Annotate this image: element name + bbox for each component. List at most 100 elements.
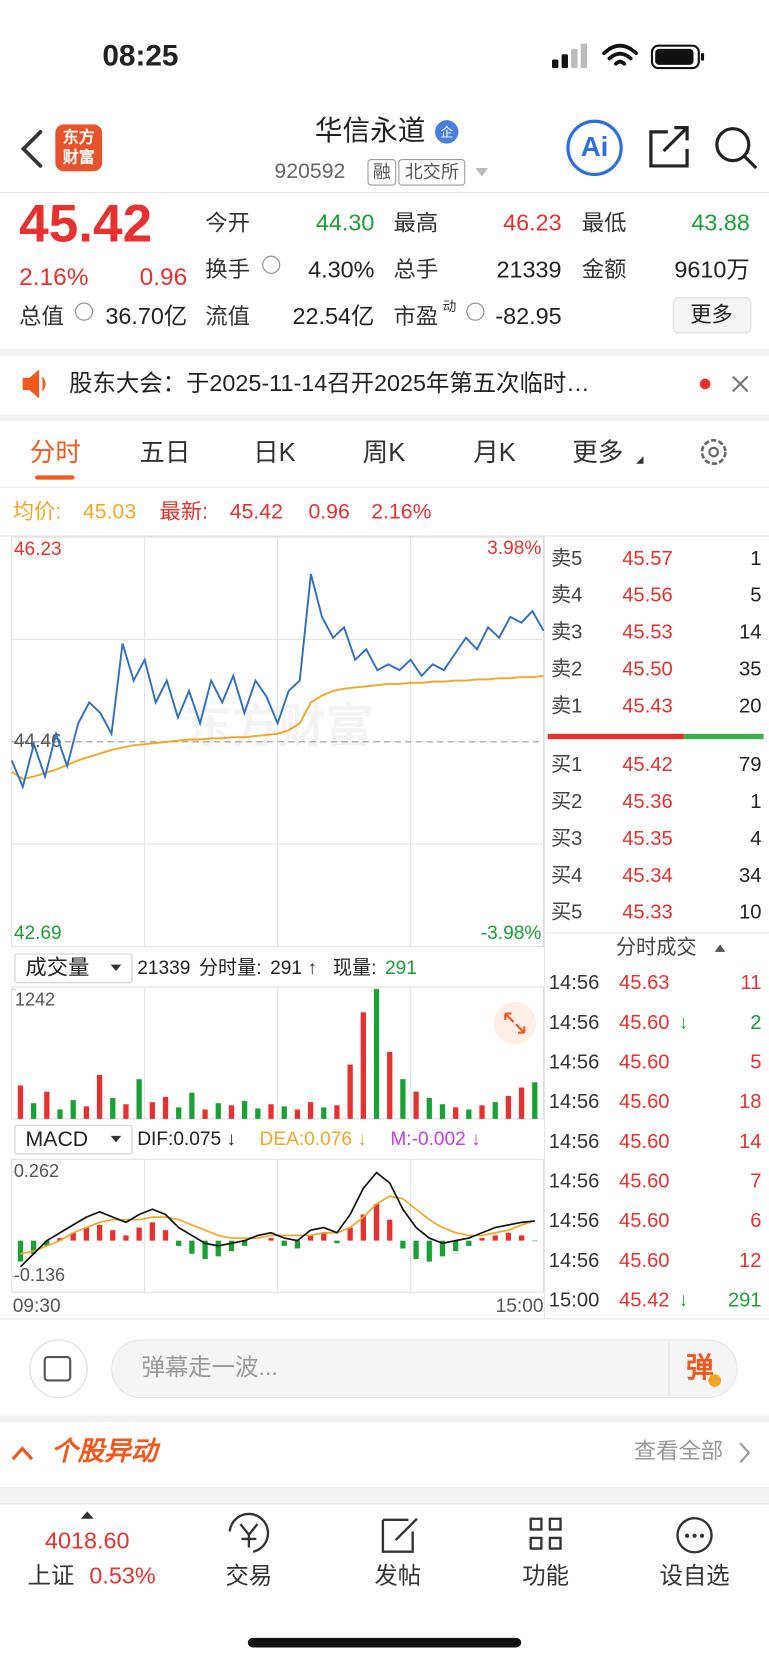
signal-bar	[580, 43, 588, 69]
macd-bar	[70, 1232, 76, 1241]
order-volume: 14	[739, 622, 761, 644]
volume-label: 现量:	[333, 958, 377, 979]
volume-bar	[83, 1106, 90, 1119]
placeholder[interactable]: 弹幕走一波...	[141, 1354, 277, 1380]
nav-label[interactable]: 功能	[522, 1562, 569, 1588]
trade-time: 14:56	[549, 1250, 600, 1272]
settings-button[interactable]	[700, 438, 727, 466]
nav-label[interactable]: 发帖	[374, 1562, 421, 1588]
macd-bar	[400, 1240, 406, 1249]
collapse-arrow[interactable]	[11, 1446, 34, 1461]
field-sup: 动	[442, 298, 456, 314]
more-text[interactable]: 更多	[690, 303, 733, 327]
volume-bar	[321, 1107, 327, 1119]
macd-bar	[387, 1219, 393, 1241]
danmaku-toggle[interactable]	[29, 1339, 88, 1399]
volume-bar	[466, 1109, 472, 1119]
tab[interactable]: 月K	[473, 439, 516, 467]
x-tick-label: 15:00	[496, 1296, 544, 1317]
macd-bar	[44, 1240, 50, 1246]
field-label: 流值	[205, 304, 250, 329]
nav-icon[interactable]	[228, 1512, 270, 1553]
tab[interactable]: 日K	[253, 439, 296, 467]
volume-bar	[17, 1085, 24, 1119]
volume-bar	[70, 1100, 76, 1119]
volume-bar	[505, 1095, 512, 1119]
macd-bar	[176, 1240, 182, 1246]
volume-bar	[149, 1102, 155, 1119]
trade-price: 45.63	[619, 972, 670, 994]
order-volume: 79	[739, 754, 761, 776]
tab[interactable]: 五日	[139, 439, 190, 467]
tag	[367, 159, 397, 186]
comment-input[interactable]	[111, 1339, 738, 1399]
nav-label[interactable]: 设自选	[659, 1562, 729, 1588]
trade-arrow: ↓	[679, 1290, 689, 1311]
trade-volume: 2	[750, 1012, 761, 1034]
volume-bar	[228, 1105, 235, 1119]
macd-bar	[228, 1240, 235, 1252]
macd-bar	[307, 1235, 314, 1241]
trade-volume: 18	[739, 1091, 761, 1113]
notice-text[interactable]: 股东大会：于2025-11-14召开2025年第五次临时…	[69, 370, 589, 396]
order-volume: 1	[750, 791, 761, 813]
clock: 08:25	[102, 39, 178, 72]
price: 45.42	[19, 195, 152, 254]
more-button[interactable]	[672, 297, 752, 334]
tab[interactable]: 分时	[30, 439, 81, 467]
order-label: 卖5	[551, 547, 582, 570]
signal-bar	[571, 48, 578, 69]
latest-value: 45.42	[230, 499, 283, 523]
share-button[interactable]	[649, 126, 689, 168]
tab[interactable]: 周K	[363, 439, 406, 467]
m-label: M:-0.002 ↓	[390, 1129, 480, 1150]
order-label: 卖1	[551, 694, 582, 717]
trade-volume: 14	[739, 1131, 761, 1153]
badge	[435, 120, 459, 144]
volume-bar	[136, 1079, 142, 1119]
tab[interactable]: 更多	[572, 439, 623, 467]
field-value: 44.30	[316, 210, 375, 236]
settings-core	[708, 446, 719, 458]
order-label: 买3	[551, 828, 582, 850]
y-tick-label: 46.23	[14, 539, 62, 560]
order-label: 买2	[551, 791, 582, 813]
indicator-dropdown[interactable]	[14, 1124, 133, 1155]
nav-icon[interactable]	[381, 1517, 418, 1553]
macd-bar	[162, 1230, 169, 1241]
volume-bar	[57, 1109, 63, 1119]
expand-button[interactable]	[493, 1001, 537, 1045]
volume-bar	[202, 1109, 208, 1119]
danmaku-icon	[43, 1356, 72, 1382]
search-button[interactable]	[715, 127, 751, 163]
macd-bar	[123, 1235, 129, 1241]
nav-icon[interactable]	[529, 1517, 562, 1550]
volume-label: 分时量:	[199, 957, 262, 979]
back-button[interactable]	[20, 130, 43, 168]
macd-bar	[268, 1238, 274, 1241]
y-tick-label: -0.136	[14, 1265, 65, 1285]
order-label: 卖2	[551, 657, 582, 680]
nav-label[interactable]: 交易	[226, 1562, 273, 1588]
y-tick-label: 44.46	[14, 731, 62, 752]
volume-bar	[347, 1064, 353, 1119]
close-button[interactable]	[732, 375, 749, 393]
stock-code: 920592	[274, 159, 345, 183]
order-price: 45.43	[622, 695, 673, 717]
order-price: 45.34	[622, 865, 673, 887]
indicator-dropdown[interactable]	[14, 953, 133, 984]
see-all[interactable]: 查看全部	[634, 1439, 723, 1464]
nav-icon[interactable]	[676, 1517, 713, 1554]
dropdown-arrow	[475, 168, 489, 177]
index-value[interactable]: 4018.60	[45, 1527, 130, 1553]
ai-button[interactable]	[566, 119, 623, 177]
price-line	[10, 573, 545, 790]
order-price: 45.56	[622, 585, 673, 607]
expand-icon	[504, 1012, 526, 1034]
macd-bar	[479, 1238, 485, 1241]
latest-change: 0.96	[308, 499, 349, 523]
average-line	[11, 674, 544, 780]
volume-bar	[439, 1104, 446, 1119]
ai-text[interactable]: Ai	[581, 131, 609, 162]
